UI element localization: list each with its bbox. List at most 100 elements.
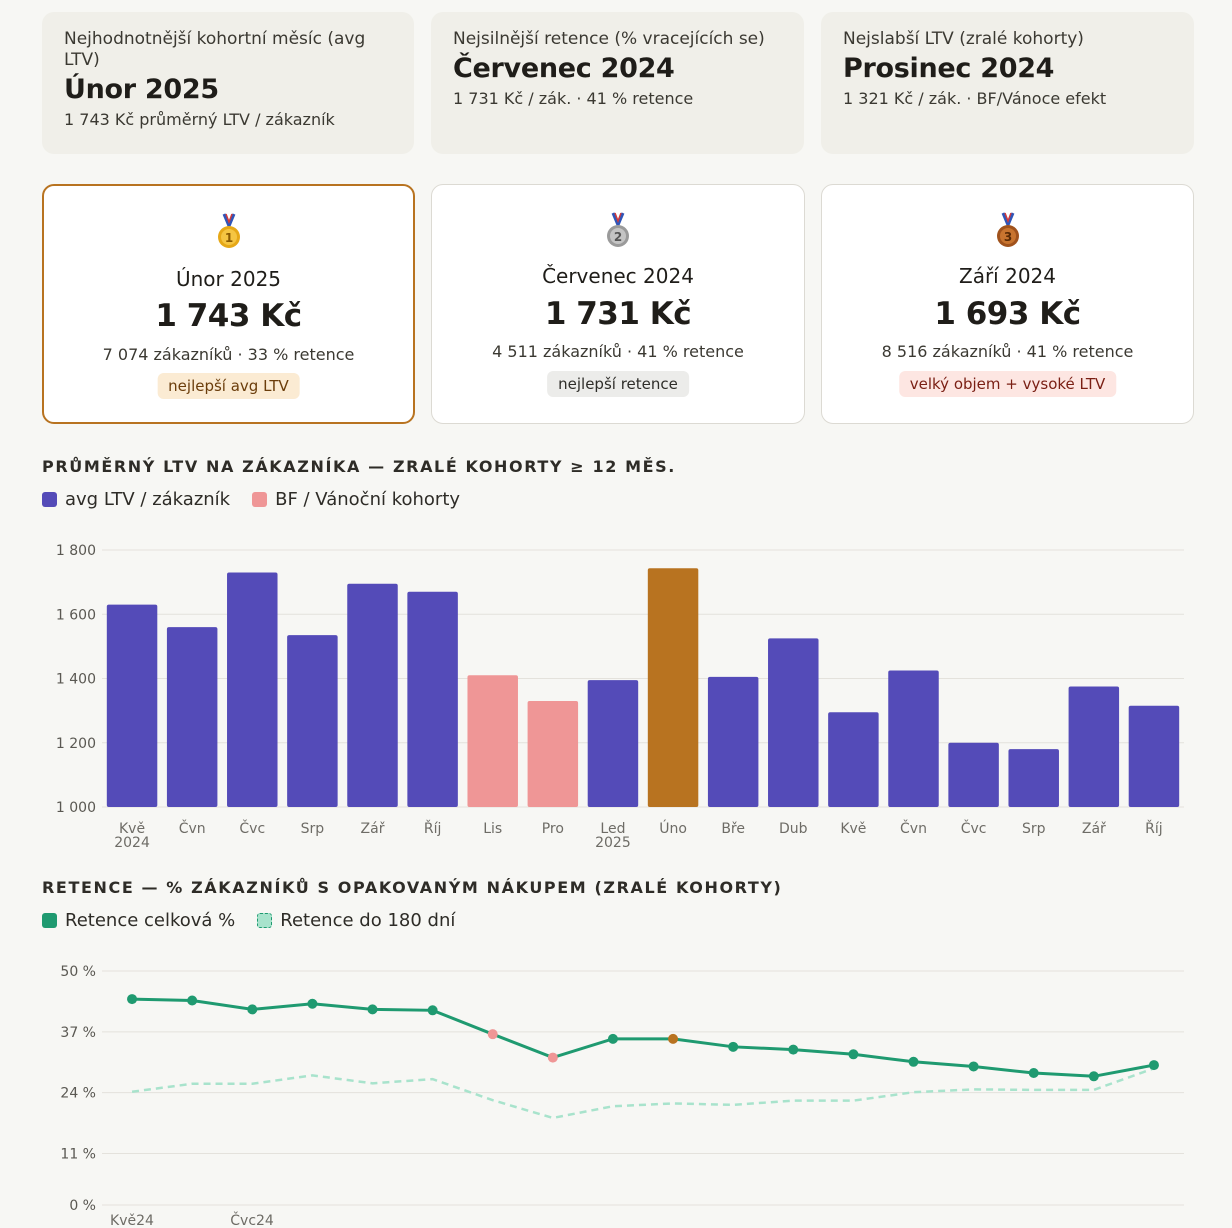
- legend-swatch-retention: [42, 913, 57, 928]
- data-point: [547, 1052, 558, 1063]
- x-tick-label: Zář: [361, 821, 385, 837]
- legend-item-bf: BF / Vánoční kohorty: [252, 489, 460, 510]
- bar: [287, 635, 338, 807]
- ltv-chart-title: PRŮMĚRNÝ LTV NA ZÁKAZNÍKA — ZRALÉ KOHORT…: [42, 457, 676, 476]
- x-tick-label: Kvě 2024: [114, 821, 150, 851]
- rank-month: Červenec 2024: [542, 264, 694, 288]
- legend-item-ltv: avg LTV / zákazník: [42, 489, 230, 510]
- summary-card-value: Prosinec 2024: [843, 53, 1055, 84]
- rank-ltv: 1 731 Kč: [544, 296, 692, 332]
- rank-card-3: 3 Září 2024 1 693 Kč 8 516 zákazníků · 4…: [821, 184, 1194, 424]
- x-tick-label: Úno: [659, 819, 687, 837]
- data-point: [427, 1005, 438, 1016]
- summary-card-best-ltv: Nejhodnotnější kohortní měsíc (avg LTV) …: [42, 12, 414, 154]
- ltv-chart-legend: avg LTV / zákazník BF / Vánoční kohorty: [42, 489, 482, 510]
- x-tick-label: Čvc: [961, 819, 987, 837]
- rank-card-1: 1 Únor 2025 1 743 Kč 7 074 zákazníků · 3…: [42, 184, 415, 424]
- bar: [707, 676, 759, 807]
- retention-chart-legend: Retence celková % Retence do 180 dní: [42, 910, 477, 931]
- x-tick-label: Srp: [1022, 821, 1046, 837]
- x-tick-line: Kvě: [119, 821, 145, 837]
- x-tick-label: Lis: [483, 821, 502, 837]
- y-tick-label: 50 %: [60, 964, 96, 980]
- data-point: [247, 1004, 258, 1015]
- summary-card-weakest-ltv: Nejslabší LTV (zralé kohorty) Prosinec 2…: [821, 12, 1194, 154]
- x-tick-line: Kvě: [840, 821, 866, 837]
- x-tick-label: Kvě: [840, 821, 866, 837]
- legend-label: avg LTV / zákazník: [65, 489, 231, 510]
- bar: [828, 712, 879, 807]
- x-tick-line: Srp: [1022, 821, 1046, 837]
- x-tick-line: Úno: [659, 819, 687, 837]
- bar: [467, 675, 518, 807]
- summary-card-label: Nejhodnotnější kohortní měsíc (avg LTV): [64, 29, 366, 70]
- x-tick-line: 2025: [595, 835, 631, 851]
- medal-number: 3: [1003, 230, 1011, 244]
- legend-item-retention-180: Retence do 180 dní: [257, 910, 455, 931]
- x-tick-label: Čvc: [239, 819, 265, 837]
- bar: [1128, 705, 1180, 807]
- legend-label: Retence celková %: [65, 910, 236, 931]
- data-point: [848, 1049, 859, 1060]
- summary-card-label: Nejsilnější retence (% vracejících se): [453, 29, 765, 49]
- x-tick-label: Led 2025: [595, 821, 631, 851]
- rank-badge: velký objem + vysoké LTV: [898, 371, 1117, 397]
- gold-medal-icon: 1: [217, 213, 240, 248]
- bar: [587, 680, 639, 807]
- bar: [106, 604, 158, 807]
- rank-month: Únor 2025: [175, 267, 282, 291]
- bar: [166, 627, 218, 807]
- summary-card-value: Únor 2025: [64, 74, 219, 105]
- rank-sub: 8 516 zákazníků · 41 % retence: [881, 342, 1134, 361]
- y-tick-label: 1 600: [56, 607, 96, 623]
- data-point: [127, 994, 138, 1005]
- data-point: [968, 1061, 979, 1072]
- retention-line-chart: 50 % 37 % 24 % 11 % 0 % Kvě24 Čvc24: [60, 964, 1184, 1228]
- y-tick-label: 0 %: [69, 1198, 96, 1214]
- x-tick-line: Pro: [542, 821, 564, 837]
- data-point: [187, 995, 198, 1006]
- data-point: [668, 1033, 679, 1044]
- data-point: [728, 1041, 739, 1052]
- data-point: [367, 1004, 378, 1015]
- bar: [1068, 686, 1120, 807]
- legend-swatch-retention-180: [257, 913, 273, 928]
- x-tick-label: Čvn: [900, 819, 927, 837]
- data-point: [1028, 1068, 1039, 1079]
- bronze-medal-icon: 3: [996, 212, 1019, 247]
- rank-badge: nejlepší retence: [547, 371, 689, 397]
- bar: [347, 583, 398, 807]
- medal-number: 1: [224, 231, 232, 245]
- bar: [1008, 749, 1059, 807]
- summary-card-label: Nejslabší LTV (zralé kohorty): [843, 29, 1084, 49]
- x-tick-label: Říj: [424, 820, 442, 837]
- rank-badge: nejlepší avg LTV: [157, 373, 300, 399]
- data-point: [908, 1056, 919, 1067]
- summary-card-best-retention: Nejsilnější retence (% vracejících se) Č…: [431, 12, 804, 154]
- bar: [407, 591, 458, 807]
- bar: [948, 742, 999, 807]
- medal-number: 2: [614, 230, 622, 244]
- x-tick-label: Zář: [1082, 821, 1106, 837]
- data-point: [1088, 1071, 1099, 1082]
- bar: [647, 568, 699, 807]
- data-point: [1148, 1060, 1159, 1071]
- data-point: [307, 998, 318, 1009]
- x-tick-label: Čvc24: [230, 1211, 274, 1228]
- x-tick-label: Srp: [301, 821, 325, 837]
- x-tick-line: Zář: [1082, 821, 1106, 837]
- bar: [527, 700, 579, 807]
- x-tick-line: Srp: [301, 821, 325, 837]
- legend-swatch-bf: [252, 492, 268, 507]
- rank-sub: 7 074 zákazníků · 33 % retence: [102, 345, 355, 364]
- rank-sub: 4 511 zákazníků · 41 % retence: [492, 342, 744, 361]
- x-tick-label: Říj: [1145, 820, 1163, 837]
- x-tick-label: Dub: [779, 821, 808, 837]
- legend-swatch-ltv: [42, 492, 57, 507]
- bar: [768, 638, 819, 807]
- y-tick-label: 11 %: [60, 1147, 96, 1163]
- summary-card-value: Červenec 2024: [453, 53, 675, 84]
- y-tick-label: 24 %: [60, 1086, 96, 1102]
- data-point: [487, 1029, 498, 1040]
